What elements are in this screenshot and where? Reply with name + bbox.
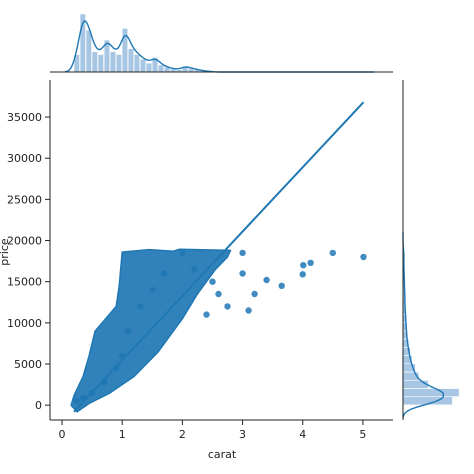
y-tick-label: 20000 (7, 235, 42, 248)
scatter-point (299, 271, 306, 278)
scatter-point (149, 286, 156, 294)
scatter-point (239, 249, 246, 257)
scatter-point (239, 270, 246, 277)
scatter-point (73, 397, 81, 405)
x-histogram-bar (146, 63, 152, 73)
y-histogram-bar (402, 388, 460, 397)
scatter-point (215, 290, 222, 298)
scatter-point (224, 303, 231, 310)
x-tick-label: 3 (239, 428, 246, 441)
scatter-point (125, 327, 132, 335)
scatter-point (203, 311, 210, 318)
x-histogram-bar (97, 54, 104, 73)
x-histogram-bar (127, 48, 134, 73)
x-histogram-bar (164, 67, 170, 73)
x-histogram-bar (158, 64, 164, 73)
x-tick-label: 1 (119, 428, 126, 441)
scatter-point (360, 253, 367, 261)
x-histogram-bar (133, 54, 140, 73)
x-histogram-bar (140, 59, 146, 73)
x-histogram-bar (85, 30, 92, 73)
y-ticks: 0 5000 10000 15000 20000 25000 30000 35000 (7, 111, 50, 412)
scatter-point (307, 259, 314, 266)
x-axis-label: carat (208, 448, 237, 461)
x-histogram (73, 13, 213, 73)
top-marginal (50, 13, 393, 73)
x-histogram-bar (115, 54, 122, 73)
right-marginal (402, 80, 460, 420)
main-plot: 0 1 2 3 4 5 0 5000 10000 15000 20000 25000 30000 350… (0, 80, 393, 461)
y-histogram (402, 248, 460, 405)
y-tick-label: 15000 (7, 276, 42, 289)
y-tick-label: 10000 (7, 317, 42, 330)
y-kde-curve (402, 232, 444, 418)
scatter-point (329, 249, 336, 257)
x-ticks: 0 1 2 3 4 5 (59, 420, 366, 441)
x-histogram-bar (91, 51, 98, 73)
y-histogram-bar (402, 380, 429, 389)
y-tick-label: 35000 (7, 111, 42, 124)
y-tick-label: 0 (35, 399, 42, 412)
scatter-point (251, 290, 258, 298)
y-tick-label: 5000 (14, 358, 42, 371)
y-axis-label: price (0, 238, 11, 266)
scatter-point (278, 282, 285, 289)
scatter-point (179, 249, 186, 257)
x-tick-label: 5 (359, 428, 366, 441)
scatter-point (209, 278, 216, 285)
x-tick-label: 2 (179, 428, 186, 441)
scatter-point (245, 307, 252, 314)
y-tick-label: 25000 (7, 193, 42, 206)
y-tick-label: 30000 (7, 152, 42, 165)
scatter-point (161, 270, 168, 277)
x-tick-label: 4 (299, 428, 306, 441)
scatter-point (137, 303, 144, 310)
regression-line (73, 101, 365, 413)
x-tick-label: 0 (59, 428, 66, 441)
scatter-point (191, 266, 198, 273)
scatter-point (300, 262, 307, 269)
scatter-point (263, 276, 270, 284)
x-histogram-bar (109, 51, 116, 73)
